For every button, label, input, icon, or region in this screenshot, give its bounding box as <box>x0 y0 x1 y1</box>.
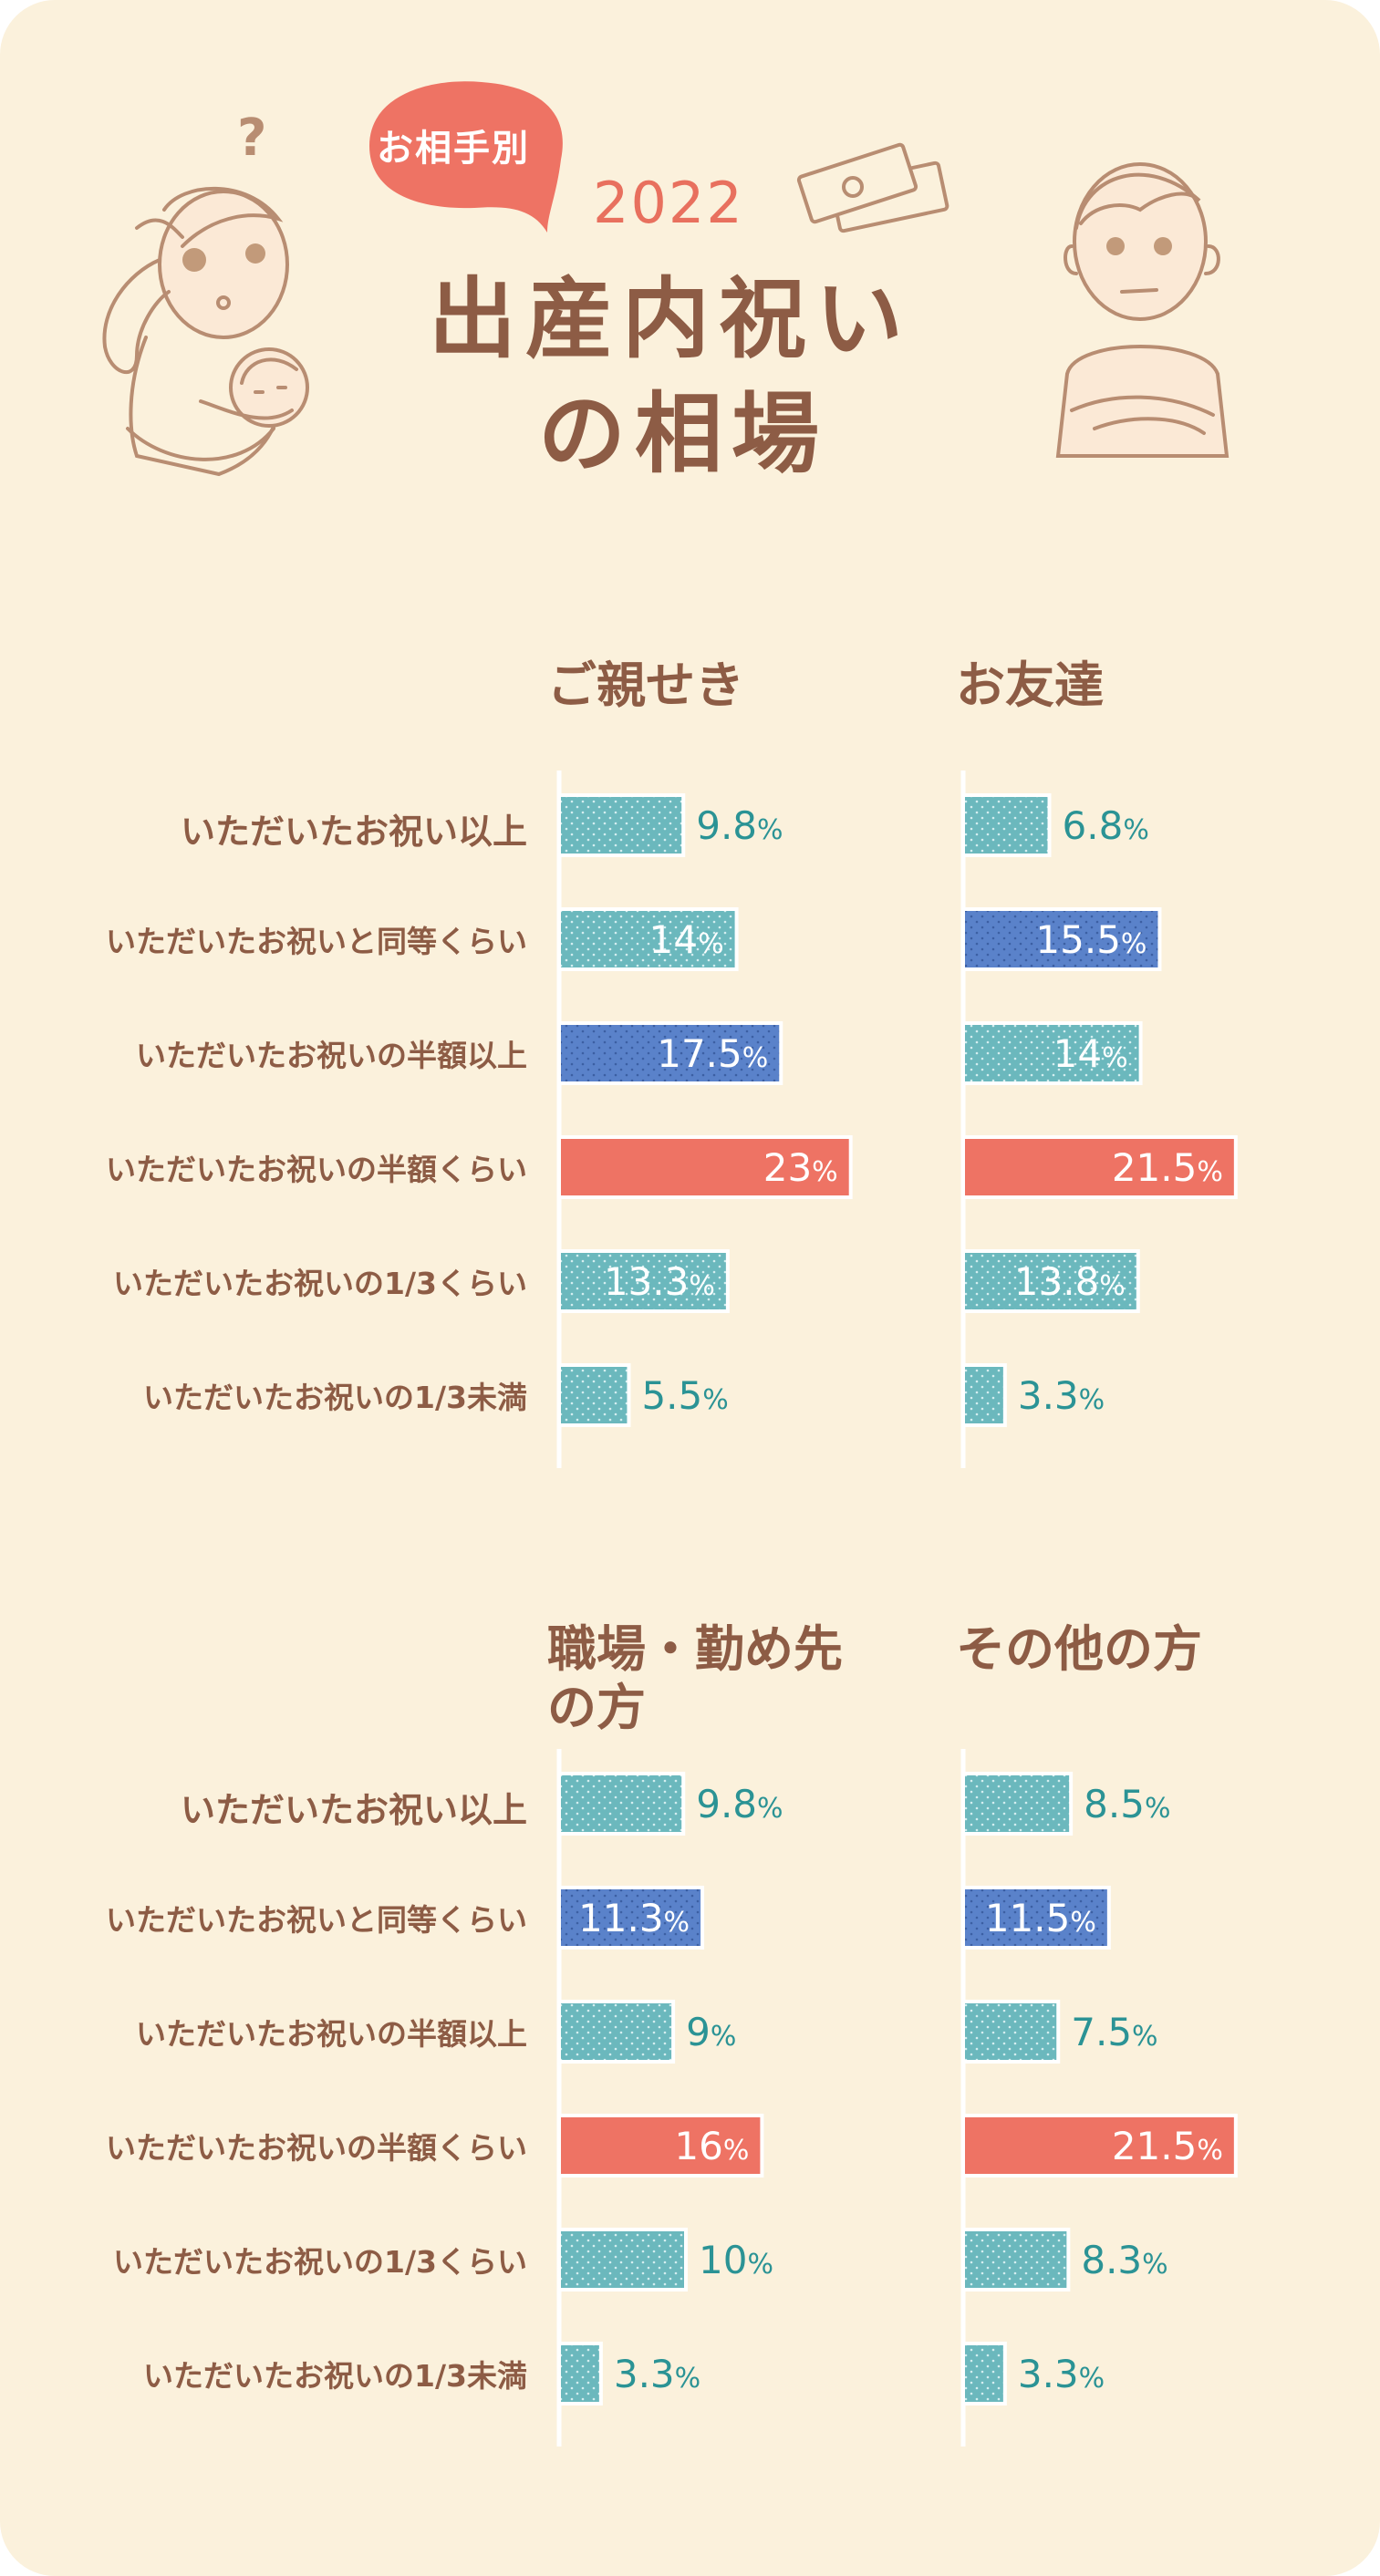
category-label: いただいたお祝いの1/3くらい <box>113 1266 527 1301</box>
bar-value-label: 9% <box>686 2010 736 2054</box>
question-mark: ? <box>237 109 266 168</box>
bar-value-label: 9.8% <box>696 1782 783 1826</box>
bar-value-label: 11.3% <box>578 1896 690 1940</box>
bar-value-label: 17.5% <box>657 1031 768 1076</box>
bar-4-6 <box>961 2342 1007 2405</box>
category-label: いただいたお祝いの半額くらい <box>106 2130 527 2166</box>
bar-value-label: 21.5% <box>1112 2124 1223 2168</box>
bar-4-1 <box>961 1772 1074 1836</box>
category-label: いただいたお祝いの半額以上 <box>136 2016 527 2052</box>
bar-value-label: 3.3% <box>614 2352 700 2396</box>
badge-text: お相手別 <box>377 128 530 170</box>
category-label: いただいたお祝いの1/3くらい <box>113 2244 527 2280</box>
category-label: いただいたお祝いの半額以上 <box>136 1038 527 1073</box>
bar-value-label: 6.8% <box>1063 803 1149 848</box>
bar-value-label: 13.3% <box>604 1259 715 1304</box>
bar-value-label: 3.3% <box>1018 2352 1105 2396</box>
bar-2-3 <box>961 1021 1143 1085</box>
bar-4-5 <box>961 2228 1071 2292</box>
bar-4-2 <box>961 1886 1111 1950</box>
bar-1-3 <box>557 1021 783 1085</box>
bar-3-6 <box>557 2342 603 2405</box>
bar-value-label: 8.5% <box>1084 1782 1170 1826</box>
bar-1-4 <box>557 1135 853 1199</box>
mother-with-baby-illustration <box>102 186 309 477</box>
bar-3-1 <box>557 1772 686 1836</box>
bars-layer: 9.8% 14% 17.5% 23% 13.3% 5.5% 6.8% 15.5% 14% 21.5… <box>557 793 1238 2405</box>
bar-3-2 <box>557 1886 705 1950</box>
title-year: 2022 <box>593 170 744 236</box>
category-label: いただいたお祝いと同等くらい <box>106 1902 527 1938</box>
bar-3-4 <box>557 2114 764 2178</box>
bar-3-3 <box>557 2000 676 2064</box>
bar-value-label: 11.5% <box>985 1896 1096 1940</box>
bar-3-5 <box>557 2228 688 2292</box>
category-label: いただいたお祝い以上 <box>180 812 527 852</box>
category-label: いただいたお祝いと同等くらい <box>106 924 527 959</box>
page-subtitle: の相場 <box>538 383 828 485</box>
bar-4-4 <box>961 2114 1238 2178</box>
bar-value-label: 10% <box>699 2238 773 2282</box>
bar-value-label: 7.5% <box>1071 2010 1157 2054</box>
bar-1-6 <box>557 1363 631 1427</box>
bar-value-label: 15.5% <box>1035 917 1147 962</box>
bar-2-1 <box>961 793 1052 857</box>
bar-value-label: 14% <box>649 917 724 962</box>
chart-title-workplace: 職場・勤め先の方 <box>547 1620 843 1736</box>
bar-2-6 <box>961 1363 1007 1427</box>
chart-title-relatives: ご親せき <box>547 657 744 714</box>
bar-value-label: 14% <box>1053 1031 1128 1076</box>
man-arms-crossed-illustration <box>1055 162 1230 458</box>
bar-value-label: 16% <box>674 2124 749 2168</box>
bar-2-2 <box>961 907 1162 971</box>
bar-value-label: 3.3% <box>1018 1373 1105 1418</box>
badge-bubble <box>369 81 563 233</box>
bar-2-4 <box>961 1135 1238 1199</box>
bar-1-5 <box>557 1249 730 1313</box>
bar-1-2 <box>557 907 739 971</box>
category-label: いただいたお祝い以上 <box>180 1790 527 1830</box>
bar-value-label: 9.8% <box>696 803 783 848</box>
bar-4-3 <box>961 2000 1061 2064</box>
category-label: いただいたお祝いの1/3未満 <box>143 2358 527 2394</box>
bar-2-5 <box>961 1249 1140 1313</box>
bar-value-label: 8.3% <box>1081 2238 1167 2282</box>
chart-title-others: その他の方 <box>956 1620 1202 1678</box>
chart-title-friends: お友達 <box>956 657 1104 714</box>
money-bills-illustration <box>796 142 949 233</box>
page-title: 出産内祝い <box>429 268 912 370</box>
category-label: いただいたお祝いの半額くらい <box>106 1152 527 1187</box>
bar-1-1 <box>557 793 686 857</box>
bar-value-label: 23% <box>763 1145 838 1190</box>
bar-value-label: 21.5% <box>1112 1145 1223 1190</box>
category-label: いただいたお祝いの1/3未満 <box>143 1380 527 1415</box>
bar-value-label: 5.5% <box>641 1373 728 1418</box>
bar-value-label: 13.8% <box>1014 1259 1126 1304</box>
